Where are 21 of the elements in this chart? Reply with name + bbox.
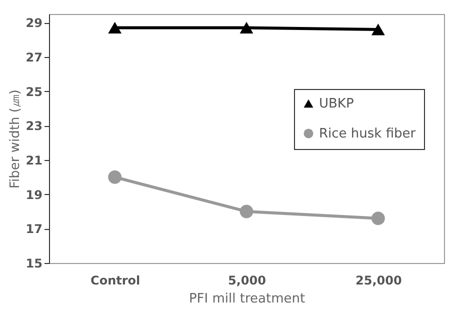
x-tick-label: 5,000 — [228, 274, 266, 288]
y-tick-label: 15 — [26, 256, 42, 270]
y-tick-label: 23 — [26, 119, 42, 134]
point — [371, 212, 385, 226]
y-tick-label: 19 — [26, 188, 42, 202]
y-tick-label: 17 — [26, 222, 42, 236]
point — [240, 22, 254, 34]
point — [108, 170, 122, 184]
x-axis-title: PFI mill treatment — [188, 292, 306, 306]
y-tick-label: 25 — [26, 84, 42, 99]
legend-label: UBKP — [319, 96, 354, 112]
point — [240, 204, 254, 218]
y-tick-label: 29 — [26, 16, 42, 30]
y-tick-label: 21 — [26, 153, 42, 168]
point — [108, 22, 122, 34]
y-tick-label: 27 — [26, 50, 42, 64]
x-tick-label: Control — [90, 274, 140, 288]
x-tick-label: 25,000 — [356, 274, 402, 288]
y-axis-title: Fiber width (㎛) — [8, 90, 23, 188]
legend-label: Rice husk fiber — [319, 126, 416, 142]
point — [371, 24, 385, 36]
